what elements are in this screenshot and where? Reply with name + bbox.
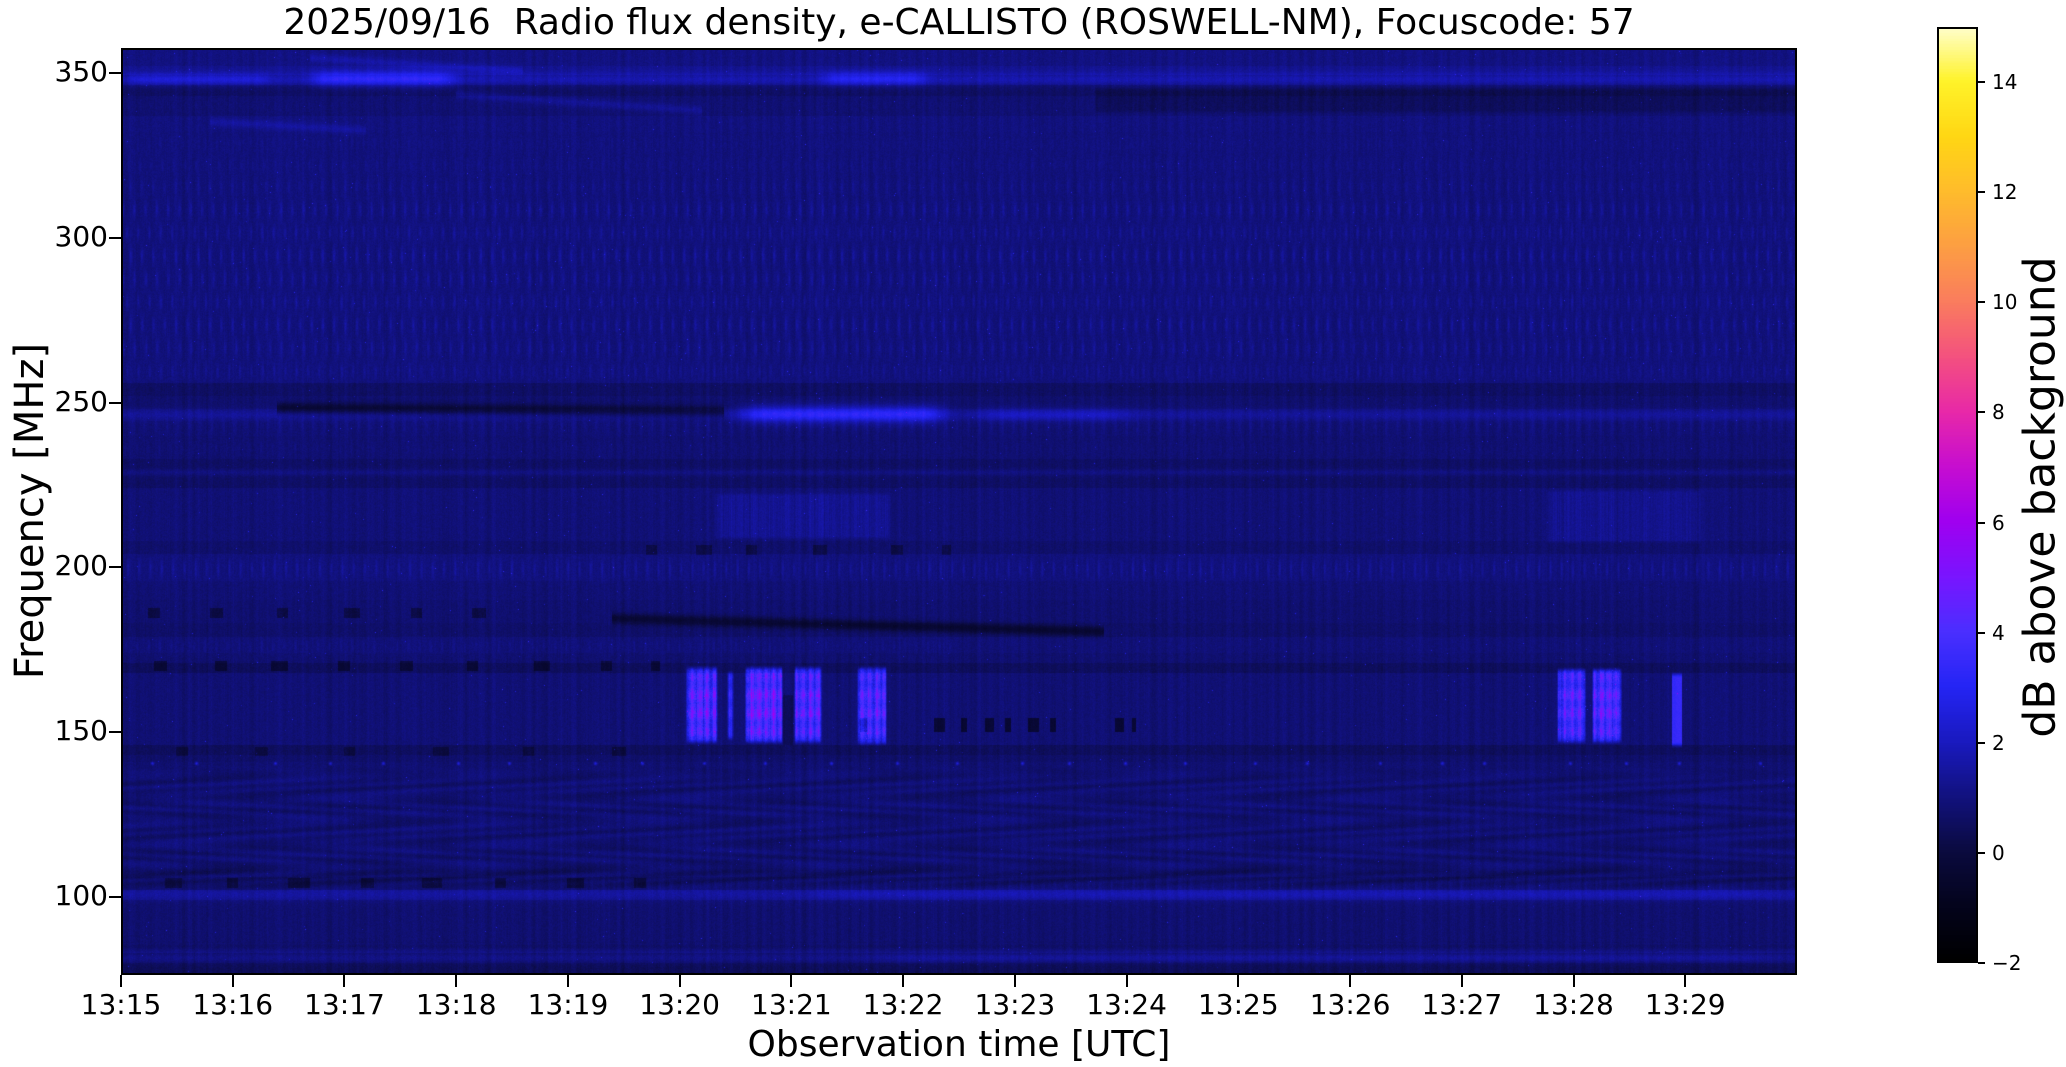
colorbar-tick-label: 2 (1992, 730, 2005, 755)
y-tick-mark (109, 401, 121, 404)
colorbar-label: dB above background (2014, 256, 2066, 738)
colorbar-tick-label: 0 (1992, 840, 2005, 865)
colorbar-tick-label: 8 (1992, 400, 2005, 425)
x-tick-label: 13:26 (1309, 988, 1391, 1021)
colorbar-tick-mark (1978, 962, 1985, 964)
x-axis-label: Observation time [UTC] (747, 1024, 1171, 1065)
x-tick-mark (343, 975, 346, 987)
x-tick-label: 13:21 (751, 988, 832, 1021)
colorbar-tick-label: 14 (1992, 70, 2018, 95)
y-tick-mark (109, 236, 121, 239)
x-tick-mark (1349, 975, 1352, 987)
x-tick-mark (120, 975, 122, 987)
x-tick-label: 13:24 (1086, 988, 1167, 1021)
x-tick-mark (231, 975, 234, 987)
colorbar-gradient (1937, 27, 1978, 963)
x-tick-mark (1572, 975, 1575, 987)
x-tick-label: 13:23 (974, 988, 1056, 1021)
colorbar-tick-label: −2 (1992, 951, 2022, 975)
y-tick-label: 250 (54, 384, 108, 418)
y-tick-label: 350 (54, 55, 108, 89)
y-tick-mark (109, 566, 121, 569)
x-tick-mark (1125, 975, 1128, 987)
x-tick-label: 13:29 (1644, 988, 1726, 1021)
x-tick-mark (678, 975, 681, 987)
colorbar-tick-mark (1978, 301, 1985, 304)
spectrogram-image (121, 48, 1797, 975)
x-tick-mark (455, 975, 458, 987)
y-tick-label: 300 (54, 219, 108, 253)
x-tick-mark (566, 975, 569, 987)
y-tick-label: 200 (54, 549, 108, 583)
chart-title: 2025/09/16 Radio flux density, e-CALLIST… (283, 2, 1635, 43)
x-tick-mark (1237, 975, 1240, 987)
x-tick-label: 13:15 (80, 988, 162, 1021)
colorbar-tick-label: 10 (1992, 290, 2018, 315)
y-tick-mark (109, 731, 121, 734)
x-tick-mark (902, 975, 905, 987)
x-tick-mark (790, 975, 793, 987)
x-tick-mark (1460, 975, 1463, 987)
x-tick-mark (1013, 975, 1016, 987)
colorbar-tick-label: 6 (1992, 510, 2005, 535)
y-axis-label: Frequency [MHz] (7, 342, 53, 680)
colorbar-tick-mark (1978, 191, 1985, 194)
colorbar-tick-label: 4 (1992, 620, 2005, 645)
x-tick-label: 13:17 (304, 988, 385, 1021)
x-tick-label: 13:27 (1421, 988, 1503, 1021)
x-tick-label: 13:25 (1197, 988, 1279, 1021)
colorbar-tick-mark (1978, 81, 1985, 84)
x-tick-label: 13:19 (527, 988, 609, 1021)
x-tick-label: 13:18 (415, 988, 497, 1021)
colorbar-tick-mark (1978, 521, 1985, 524)
x-tick-mark (1684, 975, 1687, 987)
colorbar-tick-mark (1978, 631, 1985, 634)
colorbar-tick-mark (1978, 741, 1985, 744)
y-tick-mark (109, 72, 121, 75)
colorbar-tick-label: 12 (1992, 180, 2018, 205)
x-tick-label: 13:16 (192, 988, 274, 1021)
colorbar-tick-mark (1978, 851, 1985, 854)
y-tick-label: 100 (54, 879, 108, 913)
x-tick-label: 13:28 (1533, 988, 1614, 1021)
colorbar-tick-mark (1978, 411, 1985, 414)
x-tick-label: 13:22 (862, 988, 944, 1021)
y-tick-label: 150 (54, 714, 108, 748)
x-tick-label: 13:20 (639, 988, 721, 1021)
y-tick-mark (109, 895, 121, 898)
